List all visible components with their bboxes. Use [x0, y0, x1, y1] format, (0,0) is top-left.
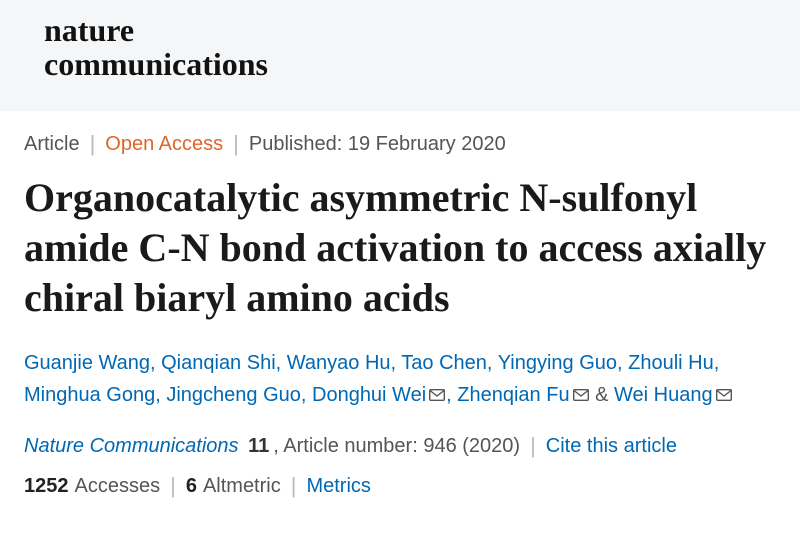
author-link[interactable]: Donghui Wei — [312, 384, 426, 406]
mail-icon — [573, 389, 589, 401]
meta-divider: | — [170, 473, 176, 499]
author-link[interactable]: Guanjie Wang — [24, 352, 150, 374]
author-link[interactable]: Qianqian Shi — [161, 352, 276, 374]
author-list: Guanjie Wang, Qianqian Shi, Wanyao Hu, T… — [24, 347, 776, 411]
journal-header: nature communications — [0, 0, 800, 111]
author-link[interactable]: Wei Huang — [614, 384, 713, 406]
cite-article-link[interactable]: Cite this article — [546, 435, 677, 458]
article-type: Article — [24, 133, 80, 156]
citation-article-number: 946 (2020) — [423, 435, 520, 458]
meta-divider: | — [291, 473, 297, 499]
author-link[interactable]: Minghua Gong — [24, 384, 155, 406]
metrics-line: 1252 Accesses | 6 Altmetric | Metrics — [24, 473, 776, 499]
article-title: Organocatalytic asymmetric N-sulfonyl am… — [24, 173, 776, 323]
accesses-label[interactable]: Accesses — [75, 475, 161, 498]
journal-name-line2: communications — [44, 46, 268, 82]
article-content: Article | Open Access | Published: 19 Fe… — [0, 111, 800, 519]
journal-name-line1: nature — [44, 12, 134, 48]
mail-icon — [429, 389, 445, 401]
citation-volume: 11 — [248, 435, 269, 458]
published-date: 19 February 2020 — [348, 133, 506, 156]
citation-journal[interactable]: Nature Communications — [24, 435, 239, 458]
meta-divider: | — [90, 131, 96, 157]
meta-divider: | — [530, 433, 536, 459]
author-link[interactable]: Yingying Guo — [498, 352, 617, 374]
author-link[interactable]: Jingcheng Guo — [166, 384, 301, 406]
journal-name[interactable]: nature communications — [44, 14, 786, 81]
altmetric-count: 6 — [186, 475, 197, 498]
article-meta: Article | Open Access | Published: 19 Fe… — [24, 131, 776, 157]
metrics-link[interactable]: Metrics — [306, 475, 370, 498]
author-ampersand: & — [595, 384, 608, 406]
mail-icon — [716, 389, 732, 401]
open-access-badge[interactable]: Open Access — [105, 133, 223, 156]
author-link[interactable]: Tao Chen — [401, 352, 487, 374]
author-link[interactable]: Wanyao Hu — [287, 352, 391, 374]
accesses-count: 1252 — [24, 475, 69, 498]
author-link[interactable]: Zhouli Hu — [628, 352, 714, 374]
altmetric-label[interactable]: Altmetric — [203, 475, 281, 498]
citation-article-label: , Article number: — [273, 435, 418, 458]
meta-divider: | — [233, 131, 239, 157]
citation-line: Nature Communications 11 , Article numbe… — [24, 433, 776, 459]
published-label: Published: — [249, 133, 342, 156]
author-link[interactable]: Zhenqian Fu — [457, 384, 569, 406]
